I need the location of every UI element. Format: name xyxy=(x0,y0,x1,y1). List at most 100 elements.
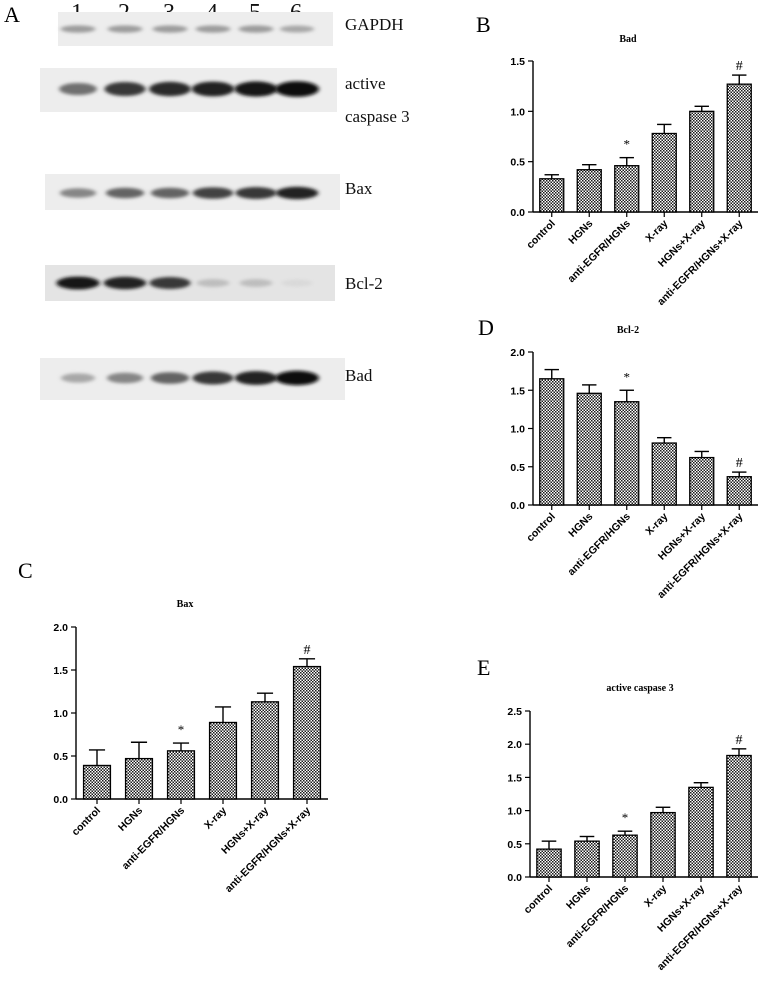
band-lane-5 xyxy=(234,371,278,385)
band-lane-6 xyxy=(281,279,313,287)
band-lane-1 xyxy=(59,82,97,96)
band-lane-2 xyxy=(105,187,145,199)
band-lane-3 xyxy=(150,372,190,384)
band-lane-4 xyxy=(192,371,234,385)
bar-HGNs+X-ray xyxy=(689,456,715,506)
bar-anti-EGFR/HGNs xyxy=(612,834,638,878)
y-tick-label: 1.5 xyxy=(510,385,525,397)
category-label: anti-EGFR/HGNs+X-ray xyxy=(223,805,313,895)
category-label: HGNs xyxy=(566,511,595,540)
category-label: control xyxy=(521,883,555,917)
panel-letter-a: A xyxy=(4,2,20,27)
bar-X-ray xyxy=(208,721,238,800)
y-tick-label: 2.0 xyxy=(507,739,522,751)
category-label: HGNs xyxy=(564,883,593,912)
bar-X-ray xyxy=(651,442,677,506)
bar-anti-EGFR/HGNs+X-ray xyxy=(292,665,322,800)
blot-rows: GAPDH active caspase 3 Bax Bcl-2 Bad xyxy=(40,12,410,400)
blot-row-bcl-2: Bcl-2 xyxy=(45,265,383,301)
bar-control xyxy=(539,178,565,213)
category-label: control xyxy=(69,805,103,839)
blot-label: active xyxy=(345,74,386,93)
bar-anti-EGFR/HGNs+X-ray xyxy=(726,83,752,213)
bar-control xyxy=(536,848,562,878)
band-lane-2 xyxy=(103,276,147,290)
band-lane-5 xyxy=(234,81,278,97)
bar-anti-EGFR/HGNs+X-ray xyxy=(726,754,752,878)
y-tick-label: 0.0 xyxy=(510,500,525,512)
band-lane-1 xyxy=(60,25,96,33)
bar-HGNs xyxy=(574,840,600,878)
category-label: X-ray xyxy=(643,218,670,245)
y-tick-label: 0.5 xyxy=(510,462,525,474)
bar-anti-EGFR/HGNs+X-ray xyxy=(726,476,752,506)
significance-hash: # xyxy=(736,733,743,748)
y-tick-label: 1.0 xyxy=(53,708,68,720)
y-tick-label: 2.5 xyxy=(507,706,522,718)
category-label: X-ray xyxy=(642,883,669,910)
bar-X-ray xyxy=(651,132,677,213)
blot-row-bax: Bax xyxy=(45,174,373,210)
band-lane-3 xyxy=(150,187,190,199)
band-lane-1 xyxy=(56,276,100,290)
significance-hash: # xyxy=(304,643,311,658)
significance-star: * xyxy=(178,722,185,737)
panel-letter-d: D xyxy=(478,315,494,340)
band-lane-3 xyxy=(149,81,191,97)
y-tick-label: 0.0 xyxy=(507,872,522,884)
y-tick-label: 0.5 xyxy=(510,157,525,169)
y-tick-label: 0.0 xyxy=(510,207,525,219)
y-tick-label: 1.0 xyxy=(510,424,525,436)
blot-row-active: active caspase 3 xyxy=(40,68,410,126)
category-label: X-ray xyxy=(202,805,229,832)
category-label: control xyxy=(524,511,558,545)
blot-label: Bad xyxy=(345,366,373,385)
bar-anti-EGFR/HGNs xyxy=(614,401,640,506)
bar-control xyxy=(82,764,112,800)
chart-c: C Bax 0.0 0.5 1.0 1.5 2.0 control HGNs * anti-EGFR… xyxy=(18,558,328,895)
bar-charts: B Bad 0.0 0.5 1.0 1.5 control HGNs * anti-EGFR/HG… xyxy=(18,12,758,973)
significance-hash: # xyxy=(736,59,743,74)
category-label: control xyxy=(524,218,558,252)
bar-X-ray xyxy=(650,811,676,878)
blot-row-bad: Bad xyxy=(40,358,373,400)
blot-label: Bcl-2 xyxy=(345,274,383,293)
band-lane-5 xyxy=(238,25,274,33)
bar-HGNs+X-ray xyxy=(689,110,715,213)
band-lane-6 xyxy=(275,370,319,386)
bar-anti-EGFR/HGNs xyxy=(166,750,196,800)
y-tick-label: 1.0 xyxy=(507,806,522,818)
y-tick-label: 2.0 xyxy=(510,347,525,359)
band-lane-2 xyxy=(106,372,144,384)
band-lane-4 xyxy=(196,279,230,287)
bar-HGNs+X-ray xyxy=(250,701,280,800)
significance-star: * xyxy=(624,369,631,384)
significance-hash: # xyxy=(736,456,743,471)
band-lane-1 xyxy=(59,188,97,198)
band-lane-6 xyxy=(279,25,315,33)
band-lane-4 xyxy=(195,25,231,33)
band-lane-1 xyxy=(60,373,96,383)
y-tick-label: 0.0 xyxy=(53,794,68,806)
chart-title: Bax xyxy=(177,599,194,610)
panel-letter-b: B xyxy=(476,12,491,37)
y-tick-label: 0.5 xyxy=(53,751,68,763)
chart-title: Bad xyxy=(619,34,637,45)
chart-title: active caspase 3 xyxy=(606,683,673,694)
panel-letter-e: E xyxy=(477,655,490,680)
blot-label: Bax xyxy=(345,179,373,198)
y-tick-label: 1.0 xyxy=(510,106,525,118)
band-lane-4 xyxy=(191,81,235,97)
bar-HGNs xyxy=(124,757,154,800)
category-label: X-ray xyxy=(643,511,670,538)
band-lane-2 xyxy=(107,25,143,33)
y-tick-label: 0.5 xyxy=(507,839,522,851)
y-tick-label: 1.5 xyxy=(53,665,68,677)
significance-star: * xyxy=(622,810,629,825)
panel-letter-c: C xyxy=(18,558,33,583)
significance-star: * xyxy=(624,137,631,152)
blot-label-line2: caspase 3 xyxy=(345,107,410,126)
